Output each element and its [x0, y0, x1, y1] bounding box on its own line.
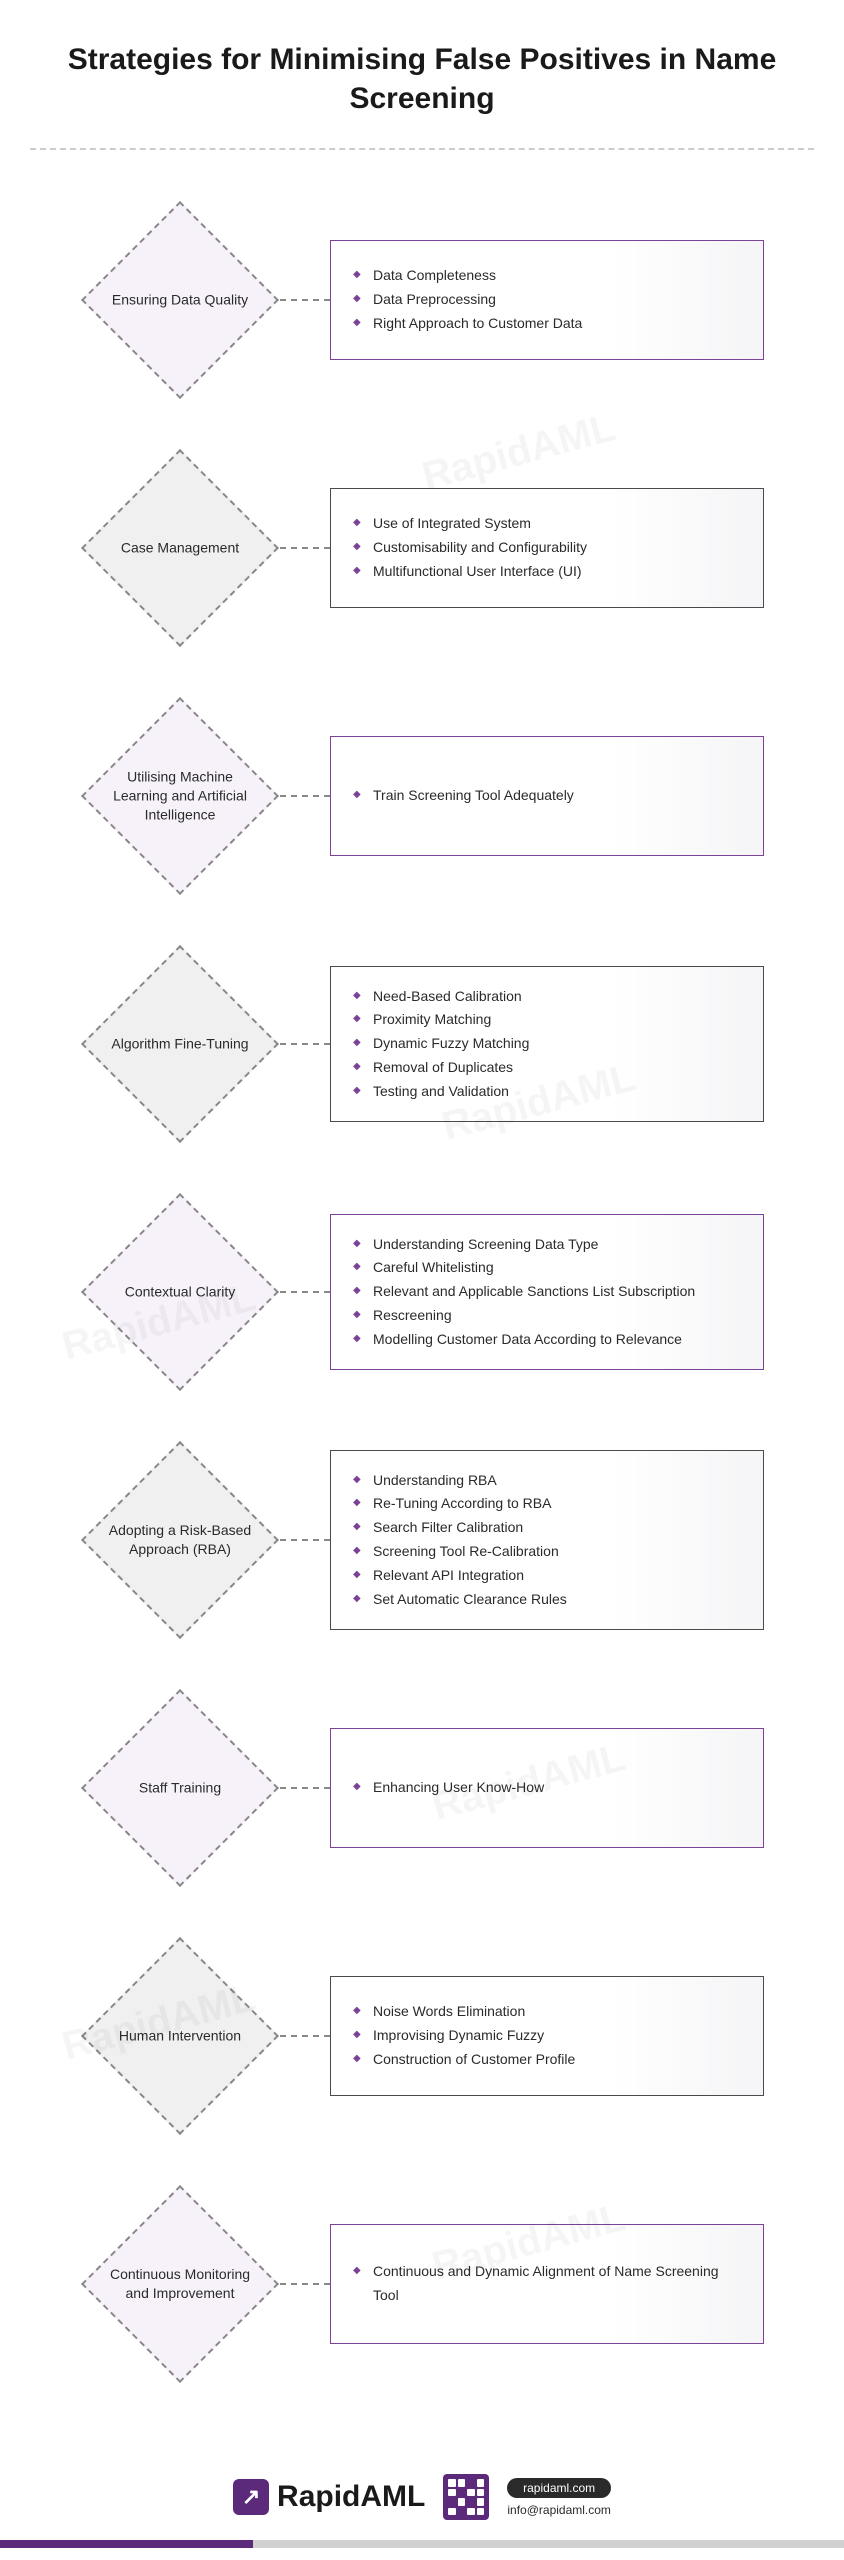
connector-line — [280, 1043, 330, 1045]
diamond-node: Ensuring Data Quality — [80, 200, 280, 400]
bullet-list: Data CompletenessData PreprocessingRight… — [353, 264, 582, 335]
qr-code-icon — [443, 2474, 489, 2520]
bullet-item: Train Screening Tool Adequately — [353, 784, 574, 808]
bullet-item: Use of Integrated System — [353, 512, 587, 536]
details-box: Understanding RBARe-Tuning According to … — [330, 1450, 764, 1631]
bullet-item: Noise Words Elimination — [353, 2000, 575, 2024]
diamond-node: Contextual Clarity — [80, 1192, 280, 1392]
strategy-label: Algorithm Fine-Tuning — [105, 1035, 255, 1054]
brand-logo: ↗ RapidAML — [233, 2479, 425, 2515]
bullet-item: Relevant and Applicable Sanctions List S… — [353, 1280, 695, 1304]
diamond-node: Human Intervention — [80, 1936, 280, 2136]
bullet-item: Modelling Customer Data According to Rel… — [353, 1328, 695, 1352]
strategy-label: Continuous Monitoring and Improvement — [105, 2265, 255, 2303]
strategy-row: Case Management Use of Integrated SystemC… — [80, 448, 764, 648]
strategy-label: Case Management — [105, 539, 255, 558]
strategy-label: Adopting a Risk-Based Approach (RBA) — [105, 1521, 255, 1559]
bullet-item: Understanding Screening Data Type — [353, 1233, 695, 1257]
connector-line — [280, 2035, 330, 2037]
connector-line — [280, 1539, 330, 1541]
bullet-item: Careful Whitelisting — [353, 1256, 695, 1280]
strategy-row: Staff Training Enhancing User Know-How — [80, 1688, 764, 1888]
bullet-item: Data Preprocessing — [353, 288, 582, 312]
strategy-label: Staff Training — [105, 1779, 255, 1798]
contact-info: rapidaml.com info@rapidaml.com — [507, 2478, 611, 2517]
bullet-item: Need-Based Calibration — [353, 985, 529, 1009]
connector-line — [280, 1291, 330, 1293]
title-divider — [30, 148, 814, 150]
bullet-list: Need-Based CalibrationProximity Matching… — [353, 985, 529, 1104]
bottom-accent-bar — [0, 2540, 844, 2548]
diamond-node: Adopting a Risk-Based Approach (RBA) — [80, 1440, 280, 1640]
strategy-row: Utilising Machine Learning and Artificia… — [80, 696, 764, 896]
bullet-item: Removal of Duplicates — [353, 1056, 529, 1080]
connector-line — [280, 299, 330, 301]
strategy-label: Utilising Machine Learning and Artificia… — [105, 768, 255, 825]
bullet-item: Dynamic Fuzzy Matching — [353, 1032, 529, 1056]
bullet-item: Continuous and Dynamic Alignment of Name… — [353, 2260, 741, 2308]
details-box: Noise Words EliminationImprovising Dynam… — [330, 1976, 764, 2096]
strategy-label: Human Intervention — [105, 2027, 255, 2046]
bullet-item: Rescreening — [353, 1304, 695, 1328]
bullet-item: Construction of Customer Profile — [353, 2048, 575, 2072]
diamond-node: Case Management — [80, 448, 280, 648]
bullet-list: Understanding RBARe-Tuning According to … — [353, 1469, 567, 1612]
bullet-item: Re-Tuning According to RBA — [353, 1492, 567, 1516]
details-box: Use of Integrated SystemCustomisability … — [330, 488, 764, 608]
website-pill: rapidaml.com — [507, 2478, 611, 2498]
bullet-list: Use of Integrated SystemCustomisability … — [353, 512, 587, 583]
brand-name: RapidAML — [277, 2480, 425, 2514]
bullet-item: Search Filter Calibration — [353, 1516, 567, 1540]
bullet-item: Data Completeness — [353, 264, 582, 288]
bullet-item: Improvising Dynamic Fuzzy — [353, 2024, 575, 2048]
diamond-node: Continuous Monitoring and Improvement — [80, 2184, 280, 2384]
infographic-container: Strategies for Minimising False Positive… — [0, 0, 844, 2384]
strategy-row: Algorithm Fine-Tuning Need-Based Calibrat… — [80, 944, 764, 1144]
strategy-label: Ensuring Data Quality — [105, 291, 255, 310]
bullet-list: Enhancing User Know-How — [353, 1776, 544, 1800]
bullet-list: Train Screening Tool Adequately — [353, 784, 574, 808]
strategy-row: Contextual Clarity Understanding Screenin… — [80, 1192, 764, 1392]
page-title: Strategies for Minimising False Positive… — [30, 40, 814, 118]
details-box: Enhancing User Know-How — [330, 1728, 764, 1848]
details-box: Continuous and Dynamic Alignment of Name… — [330, 2224, 764, 2344]
strategy-row: Adopting a Risk-Based Approach (RBA) Unde… — [80, 1440, 764, 1640]
connector-line — [280, 2283, 330, 2285]
strategy-label: Contextual Clarity — [105, 1283, 255, 1302]
strategy-row: Human Intervention Noise Words Eliminatio… — [80, 1936, 764, 2136]
strategy-row: Ensuring Data Quality Data CompletenessDa… — [80, 200, 764, 400]
bullet-item: Enhancing User Know-How — [353, 1776, 544, 1800]
connector-line — [280, 547, 330, 549]
logo-icon: ↗ — [233, 2479, 269, 2515]
details-box: Train Screening Tool Adequately — [330, 736, 764, 856]
connector-line — [280, 1787, 330, 1789]
details-box: Data CompletenessData PreprocessingRight… — [330, 240, 764, 360]
bullet-item: Testing and Validation — [353, 1080, 529, 1104]
bullet-item: Understanding RBA — [353, 1469, 567, 1493]
bullet-item: Set Automatic Clearance Rules — [353, 1588, 567, 1612]
strategies-list: Ensuring Data Quality Data CompletenessDa… — [30, 200, 814, 2384]
bullet-list: Understanding Screening Data TypeCareful… — [353, 1233, 695, 1352]
bullet-item: Screening Tool Re-Calibration — [353, 1540, 567, 1564]
connector-line — [280, 795, 330, 797]
bullet-item: Customisability and Configurability — [353, 536, 587, 560]
strategy-row: Continuous Monitoring and Improvement Con… — [80, 2184, 764, 2384]
details-box: Understanding Screening Data TypeCareful… — [330, 1214, 764, 1371]
bullet-item: Proximity Matching — [353, 1008, 529, 1032]
bullet-list: Continuous and Dynamic Alignment of Name… — [353, 2260, 741, 2308]
bullet-item: Relevant API Integration — [353, 1564, 567, 1588]
bullet-item: Right Approach to Customer Data — [353, 312, 582, 336]
diamond-node: Algorithm Fine-Tuning — [80, 944, 280, 1144]
details-box: Need-Based CalibrationProximity Matching… — [330, 966, 764, 1123]
diamond-node: Staff Training — [80, 1688, 280, 1888]
footer: ↗ RapidAML rapidaml.com info@rapidaml.co… — [0, 2444, 844, 2540]
bullet-item: Multifunctional User Interface (UI) — [353, 560, 587, 584]
email-text: info@rapidaml.com — [507, 2503, 611, 2517]
diamond-node: Utilising Machine Learning and Artificia… — [80, 696, 280, 896]
bullet-list: Noise Words EliminationImprovising Dynam… — [353, 2000, 575, 2071]
